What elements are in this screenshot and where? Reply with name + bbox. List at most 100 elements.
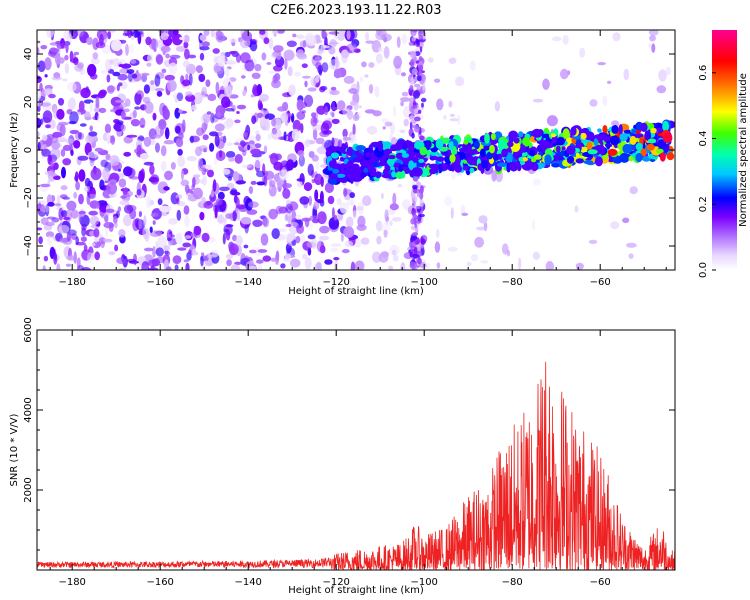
spectrogram-cell [209,142,215,152]
spectrogram-cell [301,63,308,68]
spectrogram-cell [84,185,90,193]
spectrogram-cell [46,30,54,39]
signal-cell [431,155,438,161]
spectrogram-cell [228,243,239,256]
spectrogram-cell [649,35,656,42]
spectrogram-cell [104,123,111,134]
spectrogram-cell [174,98,179,103]
spectrogram-cell [107,30,112,40]
spectrogram-cell [333,68,342,79]
spectrogram-cell [73,191,78,199]
spectrogram-cell [418,64,424,71]
spectrogram-cell [146,196,152,209]
spectrogram-cell [285,223,292,228]
spectrogram-cell [345,216,354,228]
spectrogram-cell [141,74,148,83]
spectrogram-cell [195,65,203,74]
spectrogram-cell [42,110,53,123]
spectrogram-cell [259,93,269,102]
spectrogram-cell [74,171,79,183]
spectrogram-cell [149,199,154,206]
spectrogram-cell [90,57,100,65]
signal-cell [332,173,337,180]
spectrogram-cell [213,54,217,65]
x-tick-label: −80 [502,577,523,588]
spectrogram-cell [142,96,151,104]
spectrogram-cell [611,120,620,128]
spectrogram-cell [168,62,178,75]
spectrogram-cell [143,136,152,147]
spectrogram-cell [72,33,77,39]
spectrogram-cell [339,202,349,214]
spectrogram-cell [628,253,634,259]
spectrogram-cell [342,137,352,141]
spectrogram-cell [90,167,102,181]
spectrogram-cell [235,197,240,209]
spectrogram-cell [106,74,111,83]
spectrogram-cell [297,150,305,157]
spectrogram-cell [75,181,80,191]
spectrogram-cell [372,251,382,263]
spectrogram-cell [308,151,315,158]
spectrogram-cell [449,118,459,122]
spectrogram-cell [178,132,184,140]
spectrogram-cell [177,155,186,168]
spectrogram-cell [295,214,302,220]
signal-cell [486,151,494,160]
spectrogram-cell [184,215,190,227]
spectrogram-cell [132,109,137,119]
x-tick-label: −100 [410,577,437,588]
spectrogram-cell [91,242,96,247]
colorbar-label: Normalized spectral amplitude [738,73,749,227]
spectrogram-cell [235,180,246,185]
spectrogram-cell [330,86,337,91]
spectrogram-cell [461,212,469,216]
spectrogram-cell [255,134,261,142]
spectrogram-cell [78,212,82,223]
spectrogram-cell [232,171,239,182]
spectrogram-cell [416,189,419,198]
spectrogram-cell [317,64,323,74]
spectrogram-cell [138,218,142,229]
spectrogram-cell [193,225,198,237]
signal-cell [570,126,577,136]
spectrogram-cell [51,141,61,150]
spectrogram-cell [313,201,320,210]
signal-cell [544,154,552,166]
spectrogram-cell [56,123,64,132]
spectrogram-cell [61,166,66,179]
spectrogram-cell [336,100,346,111]
spectrogram-cell [78,169,86,182]
spectrogram-cell [317,211,327,225]
signal-cell [359,172,367,178]
spectrogram-cell [280,263,286,269]
spectrogram-cell [110,39,122,52]
spectrogram-cell [418,109,422,114]
spectrogram-cell [436,262,441,269]
x-tick-label: −100 [410,277,437,288]
spectrogram-cell [299,234,306,244]
spectrogram-cell [128,44,134,54]
spectrogram-cell [494,101,501,112]
signal-cell [583,160,594,165]
spectrogram-cell [172,255,182,264]
signal-cell [381,141,392,148]
spectrogram-cell [167,237,172,241]
spectrogram-cell [579,47,586,58]
spectrogram-cell [244,222,249,234]
spectrogram-cell [215,30,223,37]
signal-cell [551,163,560,168]
signal-cell [659,152,666,162]
spectrogram-cell [551,36,562,42]
spectrogram-cell [225,253,233,260]
spectrogram-cell [647,43,652,48]
spectrogram-cell [199,34,207,41]
spectrogram-cell [416,39,421,46]
spectrogram-cell [142,227,149,240]
spectrogram-cell [402,199,411,211]
spectrogram-cell [414,126,420,133]
spectrogram-cell [100,159,108,168]
spectrogram-cell [176,92,184,102]
spectrogram-cell [139,117,146,128]
spectrogram-cell [229,38,238,43]
